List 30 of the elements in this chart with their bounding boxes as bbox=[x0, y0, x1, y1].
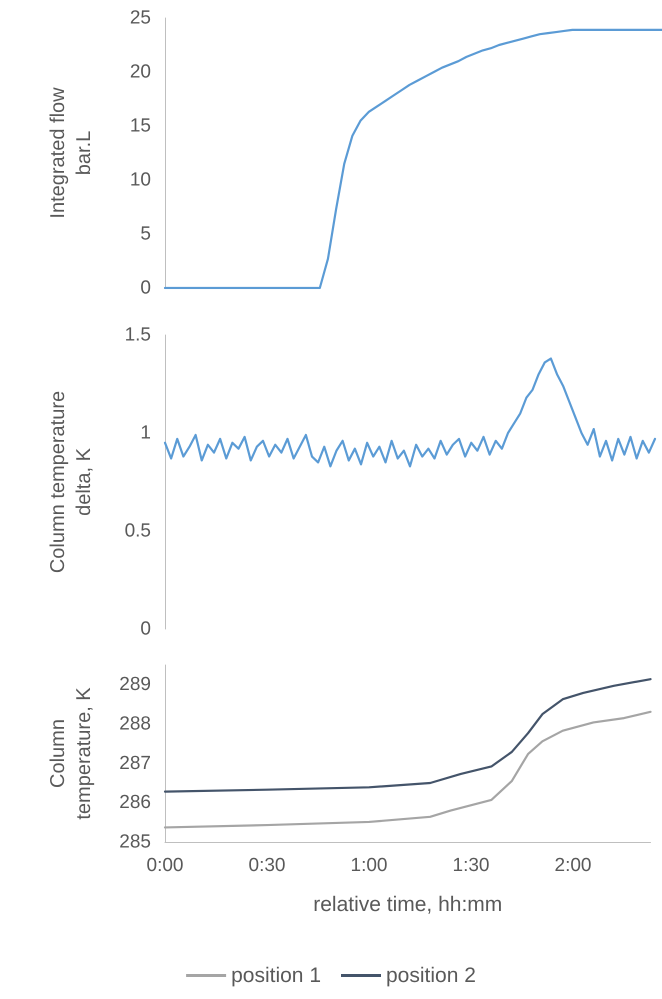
x-axis-title: relative time, hh:mm bbox=[313, 893, 502, 916]
line-series bbox=[164, 28, 662, 290]
y-axis-title: Column temperature, K bbox=[47, 686, 95, 820]
legend-label: position 1 bbox=[231, 964, 322, 987]
y-tick-label: 10 bbox=[130, 170, 151, 190]
legend-label: position 2 bbox=[386, 964, 476, 987]
line-series bbox=[164, 710, 652, 829]
x-tick-label: 0:30 bbox=[248, 855, 286, 876]
y-tick-label: 0 bbox=[140, 618, 151, 640]
y-tick-label: 289 bbox=[119, 674, 151, 696]
y-tick-label: 285 bbox=[119, 832, 151, 852]
y-tick-label: 0 bbox=[140, 278, 151, 298]
x-tick-label: 0:00 bbox=[146, 855, 184, 876]
y-tick-label: 15 bbox=[130, 116, 151, 136]
line-series bbox=[164, 357, 656, 468]
y-tick-label: 5 bbox=[140, 224, 151, 244]
line-series bbox=[164, 678, 652, 793]
y-tick-label: 286 bbox=[119, 792, 151, 814]
y-tick-label: 1 bbox=[140, 422, 151, 444]
y-tick-label: 288 bbox=[119, 714, 151, 734]
x-tick-label: 1:00 bbox=[350, 855, 388, 876]
y-axis-title: Integrated flow bar.L bbox=[47, 86, 95, 219]
y-tick-label: 20 bbox=[130, 62, 151, 82]
y-tick-label: 287 bbox=[119, 752, 151, 774]
y-axis-title: Column temperature delta, K bbox=[47, 390, 95, 574]
x-tick-label: 2:00 bbox=[554, 855, 592, 876]
y-tick-label: 25 bbox=[130, 8, 151, 28]
x-tick-label: 1:30 bbox=[452, 855, 490, 876]
y-tick-label: 0.5 bbox=[124, 520, 151, 542]
y-tick-label: 1.5 bbox=[124, 324, 151, 346]
